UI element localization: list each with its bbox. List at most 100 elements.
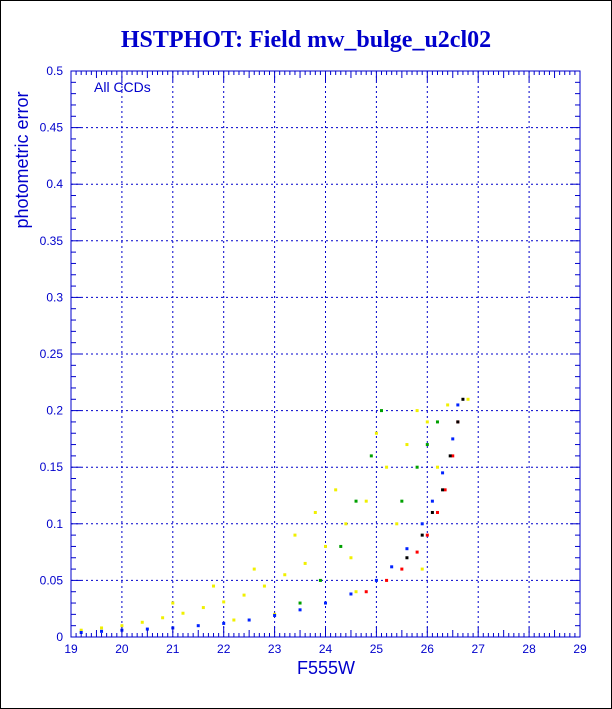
y-tick-label: 0.2 <box>46 404 63 418</box>
data-point-green <box>425 443 429 447</box>
data-point-blue <box>390 565 394 569</box>
y-tick-label: 0.3 <box>46 290 63 304</box>
y-tick-label: 0.05 <box>40 573 64 587</box>
data-point-black <box>456 420 460 424</box>
data-points <box>79 397 470 634</box>
data-point-yellow <box>313 510 317 514</box>
x-tick-label: 22 <box>217 642 231 656</box>
data-point-blue <box>247 618 251 622</box>
x-tick-label: 23 <box>268 642 282 656</box>
data-point-blue <box>420 522 424 526</box>
data-point-blue <box>441 471 445 475</box>
data-point-yellow <box>425 420 429 424</box>
data-point-yellow <box>100 626 104 630</box>
tick-labels: 19 20 21 22 23 24 25 26 27 28 29 0 0.05 0.1 0.15 0.2 0.2… <box>40 64 587 656</box>
data-point-blue <box>405 547 409 551</box>
data-point-green <box>400 499 404 503</box>
data-point-yellow <box>344 522 348 526</box>
x-tick-label: 20 <box>115 642 129 656</box>
data-point-blue <box>456 403 460 407</box>
data-point-yellow <box>405 443 409 447</box>
data-point-yellow <box>466 397 470 401</box>
data-point-yellow <box>79 628 83 632</box>
x-tick-label: 21 <box>166 642 180 656</box>
y-tick-label: 0 <box>56 630 63 644</box>
data-point-blue <box>374 578 378 582</box>
data-point-green <box>379 409 383 413</box>
data-point-yellow <box>354 590 358 594</box>
y-tick-label: 0.15 <box>40 460 64 474</box>
axis-ticks <box>70 70 581 638</box>
data-point-yellow <box>293 533 297 537</box>
data-point-yellow <box>140 620 144 624</box>
data-point-black <box>405 556 409 560</box>
data-point-yellow <box>201 606 205 610</box>
data-point-yellow <box>374 431 378 435</box>
data-point-blue <box>222 621 226 625</box>
data-point-blue <box>451 437 455 441</box>
data-point-red <box>451 454 455 458</box>
x-tick-label: 26 <box>421 642 435 656</box>
data-point-red <box>435 510 439 514</box>
data-point-green <box>354 499 358 503</box>
data-point-black <box>430 510 434 514</box>
data-point-black <box>441 488 445 492</box>
data-point-green <box>435 420 439 424</box>
data-point-red <box>443 488 447 492</box>
data-point-yellow <box>303 561 307 565</box>
data-point-yellow <box>395 522 399 526</box>
data-point-yellow <box>435 465 439 469</box>
x-tick-label: 29 <box>573 642 587 656</box>
data-point-black <box>461 397 465 401</box>
data-point-yellow <box>120 624 124 628</box>
data-point-yellow <box>262 584 266 588</box>
data-point-yellow <box>232 618 236 622</box>
y-tick-label: 0.45 <box>40 121 64 135</box>
data-point-blue <box>349 592 353 596</box>
data-point-green <box>369 454 373 458</box>
x-tick-label: 25 <box>370 642 384 656</box>
x-tick-label: 24 <box>319 642 333 656</box>
chart-title: HSTPHOT: Field mw_bulge_u2cl02 <box>120 27 492 53</box>
data-point-green <box>339 544 343 548</box>
data-point-yellow <box>161 616 165 620</box>
data-point-blue <box>273 613 277 617</box>
data-point-yellow <box>420 567 424 571</box>
data-point-blue <box>298 608 302 612</box>
data-point-yellow <box>212 584 216 588</box>
data-point-green <box>415 465 419 469</box>
data-point-yellow <box>252 567 256 571</box>
data-point-green <box>318 578 322 582</box>
data-point-yellow <box>415 409 419 413</box>
data-point-yellow <box>222 600 226 604</box>
x-tick-label: 28 <box>522 642 536 656</box>
data-point-red <box>400 567 404 571</box>
data-point-red <box>385 578 389 582</box>
data-point-yellow <box>364 499 368 503</box>
all-ccds-annotation: All CCDs <box>94 79 151 95</box>
data-point-yellow <box>446 403 450 407</box>
data-point-black <box>448 454 452 458</box>
data-point-blue <box>196 624 200 628</box>
data-point-blue <box>430 499 434 503</box>
y-tick-label: 0.35 <box>40 234 64 248</box>
y-tick-label: 0.25 <box>40 347 64 361</box>
x-tick-label: 19 <box>64 642 78 656</box>
data-point-yellow <box>324 544 327 548</box>
data-point-yellow <box>242 593 246 597</box>
data-point-blue <box>79 630 83 634</box>
data-point-yellow <box>171 601 175 605</box>
data-point-black <box>420 533 424 537</box>
x-axis-label: F555W <box>297 658 355 678</box>
data-point-blue <box>324 601 327 605</box>
data-point-yellow <box>334 488 338 492</box>
data-point-blue <box>100 629 104 633</box>
y-tick-label: 0.5 <box>46 64 63 78</box>
grid-lines <box>71 71 580 637</box>
data-point-yellow <box>181 611 185 615</box>
data-point-red <box>425 533 429 537</box>
y-tick-label: 0.4 <box>46 177 63 191</box>
x-tick-label: 27 <box>472 642 486 656</box>
y-axis-label: photometric error <box>12 91 32 228</box>
